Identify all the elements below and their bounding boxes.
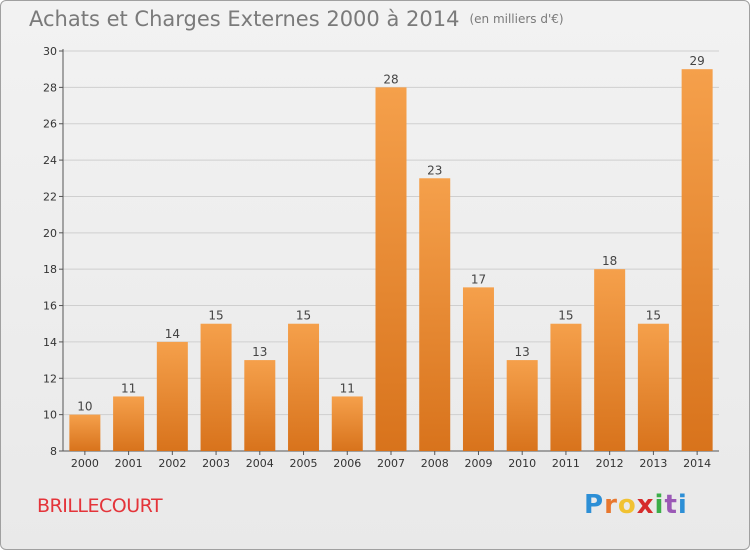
value-label-2002: 14	[165, 327, 180, 341]
logo-letter: i	[677, 490, 688, 520]
logo-letter: x	[636, 490, 655, 520]
bars: 10 11 14 15 13 15 11 28 23 17 13 15 18 15 29	[69, 54, 713, 452]
x-tick-label-2014: 2014	[683, 457, 711, 470]
x-tick-label-2003: 2003	[202, 457, 230, 470]
bar-2002	[156, 341, 188, 451]
y-tick-label: 28	[43, 81, 57, 94]
logo-letter: t	[664, 490, 678, 520]
y-tick-label: 8	[50, 445, 57, 458]
y-tick-label: 16	[43, 300, 57, 313]
value-label-2007: 28	[383, 72, 398, 86]
logo-letter: P	[584, 490, 605, 520]
x-tick-label-2011: 2011	[552, 457, 580, 470]
x-tick-label-2002: 2002	[158, 457, 186, 470]
value-label-2003: 15	[208, 309, 223, 323]
x-tick-label-2007: 2007	[377, 457, 405, 470]
value-label-2012: 18	[602, 254, 617, 268]
value-label-2010: 13	[515, 345, 530, 359]
value-label-2008: 23	[427, 163, 442, 177]
bar-2010	[506, 360, 538, 451]
value-label-2000: 10	[77, 400, 92, 414]
value-label-2013: 15	[646, 309, 661, 323]
bar-2000	[69, 414, 101, 451]
bar-2012	[594, 269, 626, 451]
bar-2001	[113, 396, 145, 451]
y-tick-label: 14	[43, 336, 57, 349]
y-tick-label: 22	[43, 190, 57, 203]
proxiti-logo: Proxiti	[584, 490, 688, 520]
value-label-2005: 15	[296, 309, 311, 323]
x-tick-label-2008: 2008	[421, 457, 449, 470]
value-label-2006: 11	[340, 381, 355, 395]
chart-title: Achats et Charges Externes 2000 à 2014	[29, 7, 460, 31]
x-tick-label-2009: 2009	[464, 457, 492, 470]
value-label-2004: 13	[252, 345, 267, 359]
y-tick-label: 20	[43, 227, 57, 240]
value-label-2014: 29	[689, 54, 704, 68]
y-tick-label: 26	[43, 118, 57, 131]
y-tick-label: 24	[43, 154, 57, 167]
bar-2011	[550, 323, 582, 451]
chart-unit: (en milliers d'€)	[469, 12, 564, 26]
value-label-2001: 11	[121, 381, 136, 395]
logo-letter: r	[604, 490, 618, 520]
bar-2004	[244, 360, 276, 451]
bar-2003	[200, 323, 232, 451]
x-tick-label-2006: 2006	[333, 457, 361, 470]
axes: 8 10 12 14 16 18 20 22 24 26 28 30 2000 2001 2002 2003 2…	[43, 45, 719, 470]
bar-2014	[681, 69, 713, 451]
x-tick-label-2010: 2010	[508, 457, 536, 470]
y-tick-label: 30	[43, 45, 57, 58]
logo-letter: i	[654, 490, 665, 520]
x-tick-label-2000: 2000	[71, 457, 99, 470]
x-tick-label-2013: 2013	[639, 457, 667, 470]
y-tick-label: 18	[43, 263, 57, 276]
x-tick-label-2012: 2012	[596, 457, 624, 470]
y-tick-label: 10	[43, 409, 57, 422]
x-tick-label-2001: 2001	[115, 457, 143, 470]
chart-title-block: Achats et Charges Externes 2000 à 2014 (e…	[29, 7, 564, 31]
bar-2009	[462, 287, 494, 451]
bar-2005	[288, 323, 320, 451]
x-tick-label-2005: 2005	[290, 457, 318, 470]
bar-2007	[375, 87, 407, 451]
x-tick-label-2004: 2004	[246, 457, 274, 470]
commune-name: BRILLECOURT	[37, 495, 163, 517]
value-label-2009: 17	[471, 272, 486, 286]
bar-2013	[637, 323, 669, 451]
value-label-2011: 15	[558, 309, 573, 323]
bar-2006	[331, 396, 363, 451]
logo-letter: o	[617, 490, 637, 520]
y-tick-label: 12	[43, 372, 57, 385]
bar-2008	[419, 178, 451, 452]
